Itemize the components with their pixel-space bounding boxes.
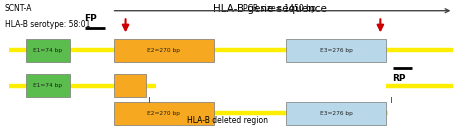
Text: E2=270 bp: E2=270 bp	[147, 111, 180, 116]
Bar	[114, 74, 146, 97]
Text: HLA-B serotype: 58:01: HLA-B serotype: 58:01	[5, 20, 90, 29]
Bar	[114, 102, 214, 125]
Text: E1=74 bp: E1=74 bp	[33, 48, 62, 53]
Bar	[286, 39, 386, 62]
Text: SCNT-A: SCNT-A	[5, 4, 32, 13]
Bar	[286, 102, 386, 125]
Text: RP: RP	[392, 74, 406, 83]
Text: FP: FP	[84, 14, 97, 23]
Text: E3=276 bp: E3=276 bp	[319, 48, 352, 53]
Text: E1=74 bp: E1=74 bp	[33, 83, 62, 88]
Bar	[114, 39, 214, 62]
Text: PCR size= 1450 bp: PCR size= 1450 bp	[243, 4, 315, 13]
Text: HLA-B gene sequence: HLA-B gene sequence	[213, 4, 326, 14]
Text: HLA-B deleted region: HLA-B deleted region	[187, 116, 268, 125]
Text: E2=270 bp: E2=270 bp	[147, 48, 180, 53]
Bar	[26, 74, 70, 97]
Text: E3=276 bp: E3=276 bp	[319, 111, 352, 116]
Bar	[26, 39, 70, 62]
